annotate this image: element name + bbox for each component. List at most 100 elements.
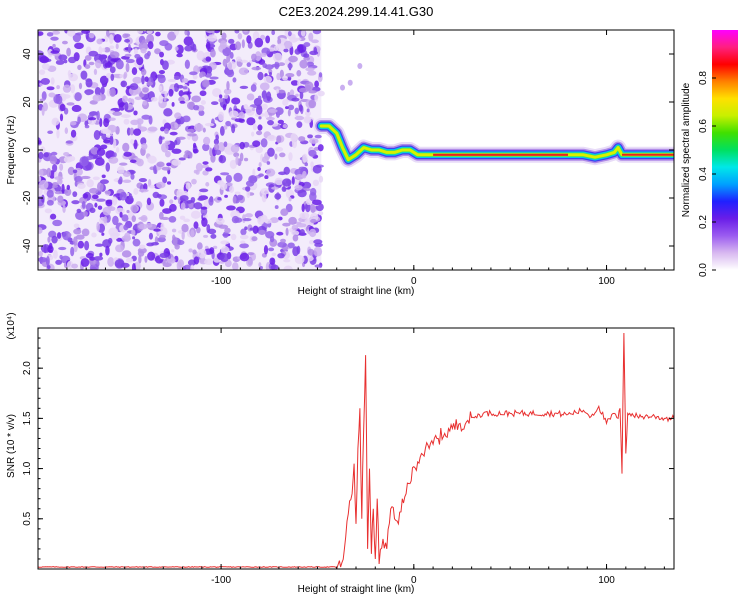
noise-blob [206, 65, 213, 74]
noise-blob [297, 79, 302, 88]
noise-blob [123, 118, 130, 125]
noise-blob [64, 127, 69, 135]
noise-blob [146, 33, 155, 44]
noise-blob [82, 210, 88, 217]
noise-blob [239, 243, 249, 249]
noise-blob [314, 264, 322, 268]
noise-blob [121, 214, 129, 222]
noise-blob [137, 122, 142, 131]
noise-blob [297, 189, 307, 198]
colorbar-label: Normalized spectral amplitude [681, 82, 692, 217]
snr-frame [37, 327, 675, 570]
noise-blob [46, 189, 54, 198]
noise-blob [285, 227, 289, 236]
noise-blob [97, 205, 103, 210]
noise-blob [203, 80, 210, 87]
x-tick-label: -100 [211, 575, 231, 586]
noise-blob [63, 59, 68, 64]
noise-blob [195, 226, 201, 234]
noise-blob [138, 178, 147, 183]
noise-blob [257, 166, 261, 172]
noise-blob [193, 104, 200, 111]
noise-blob [246, 189, 251, 199]
noise-blob [148, 232, 154, 240]
noise-blob [97, 181, 104, 192]
noise-blob [158, 85, 163, 92]
noise-blob [233, 172, 243, 182]
noise-blob [96, 38, 103, 45]
noise-blob [228, 62, 233, 70]
noise-blob [306, 108, 310, 113]
noise-blob [105, 245, 110, 256]
noise-blob [38, 179, 49, 190]
noise-blob [96, 148, 106, 156]
noise-blob [260, 138, 268, 148]
noise-blob [92, 94, 102, 102]
noise-blob [70, 246, 75, 257]
noise-blob [166, 257, 176, 264]
noise-blob [164, 128, 169, 134]
noise-blob [124, 38, 130, 43]
noise-blob [228, 38, 235, 44]
noise-blob [277, 62, 286, 66]
noise-blob [84, 64, 91, 69]
noise-blob [239, 141, 245, 150]
noise-blob [238, 111, 245, 120]
noise-blob [103, 47, 111, 53]
noise-blob [223, 141, 228, 148]
noise-blob [232, 262, 239, 270]
noise-blob [137, 250, 145, 257]
noise-blob [207, 228, 217, 235]
figure-title: C2E3.2024.299.14.41.G30 [279, 4, 434, 19]
noise-blob [127, 195, 133, 201]
noise-blob [174, 122, 179, 129]
noise-blob [95, 59, 102, 69]
noise-blob [226, 182, 233, 187]
noise-blob [94, 86, 102, 96]
noise-blob [184, 59, 190, 69]
noise-blob [73, 236, 78, 246]
noise-blob [274, 205, 279, 209]
colorbar-tick-label: 0.6 [698, 119, 709, 133]
noise-blob [258, 262, 262, 268]
noise-blob [202, 127, 206, 133]
noise-blob [202, 161, 209, 165]
noise-blob [58, 54, 68, 61]
noise-blob [99, 117, 103, 128]
noise-blob [254, 37, 264, 48]
noise-blob [77, 116, 81, 124]
noise-blob [162, 176, 168, 184]
noise-blob [131, 262, 136, 270]
noise-blob [96, 221, 100, 232]
noise-blob [157, 226, 168, 237]
noise-blob [243, 157, 249, 162]
noise-blob [105, 162, 111, 172]
noise-blob [204, 122, 215, 127]
noise-blob [41, 194, 45, 203]
noise-blob [224, 259, 232, 268]
noise-blob [99, 252, 103, 257]
noise-blob [71, 200, 80, 205]
noise-blob [90, 146, 99, 155]
noise-blob [303, 42, 311, 48]
noise-blob [50, 36, 59, 41]
noise-blob [171, 228, 177, 233]
noise-blob [201, 164, 210, 169]
noise-blob [184, 150, 191, 156]
noise-blob [67, 166, 75, 176]
noise-blob [259, 52, 267, 57]
noise-blob [187, 80, 197, 84]
noise-blob [229, 51, 234, 59]
noise-blob [218, 94, 223, 99]
noise-blob [72, 32, 82, 43]
noise-blob [296, 223, 307, 228]
x-tick-label: 0 [411, 575, 417, 586]
noise-blob [303, 115, 312, 124]
noise-blob [71, 263, 78, 269]
noise-blob [260, 34, 266, 40]
noise-blob [107, 60, 111, 68]
noise-blob [347, 79, 353, 86]
noise-blob [88, 61, 95, 66]
noise-blob [291, 230, 300, 236]
noise-blob [243, 30, 249, 33]
